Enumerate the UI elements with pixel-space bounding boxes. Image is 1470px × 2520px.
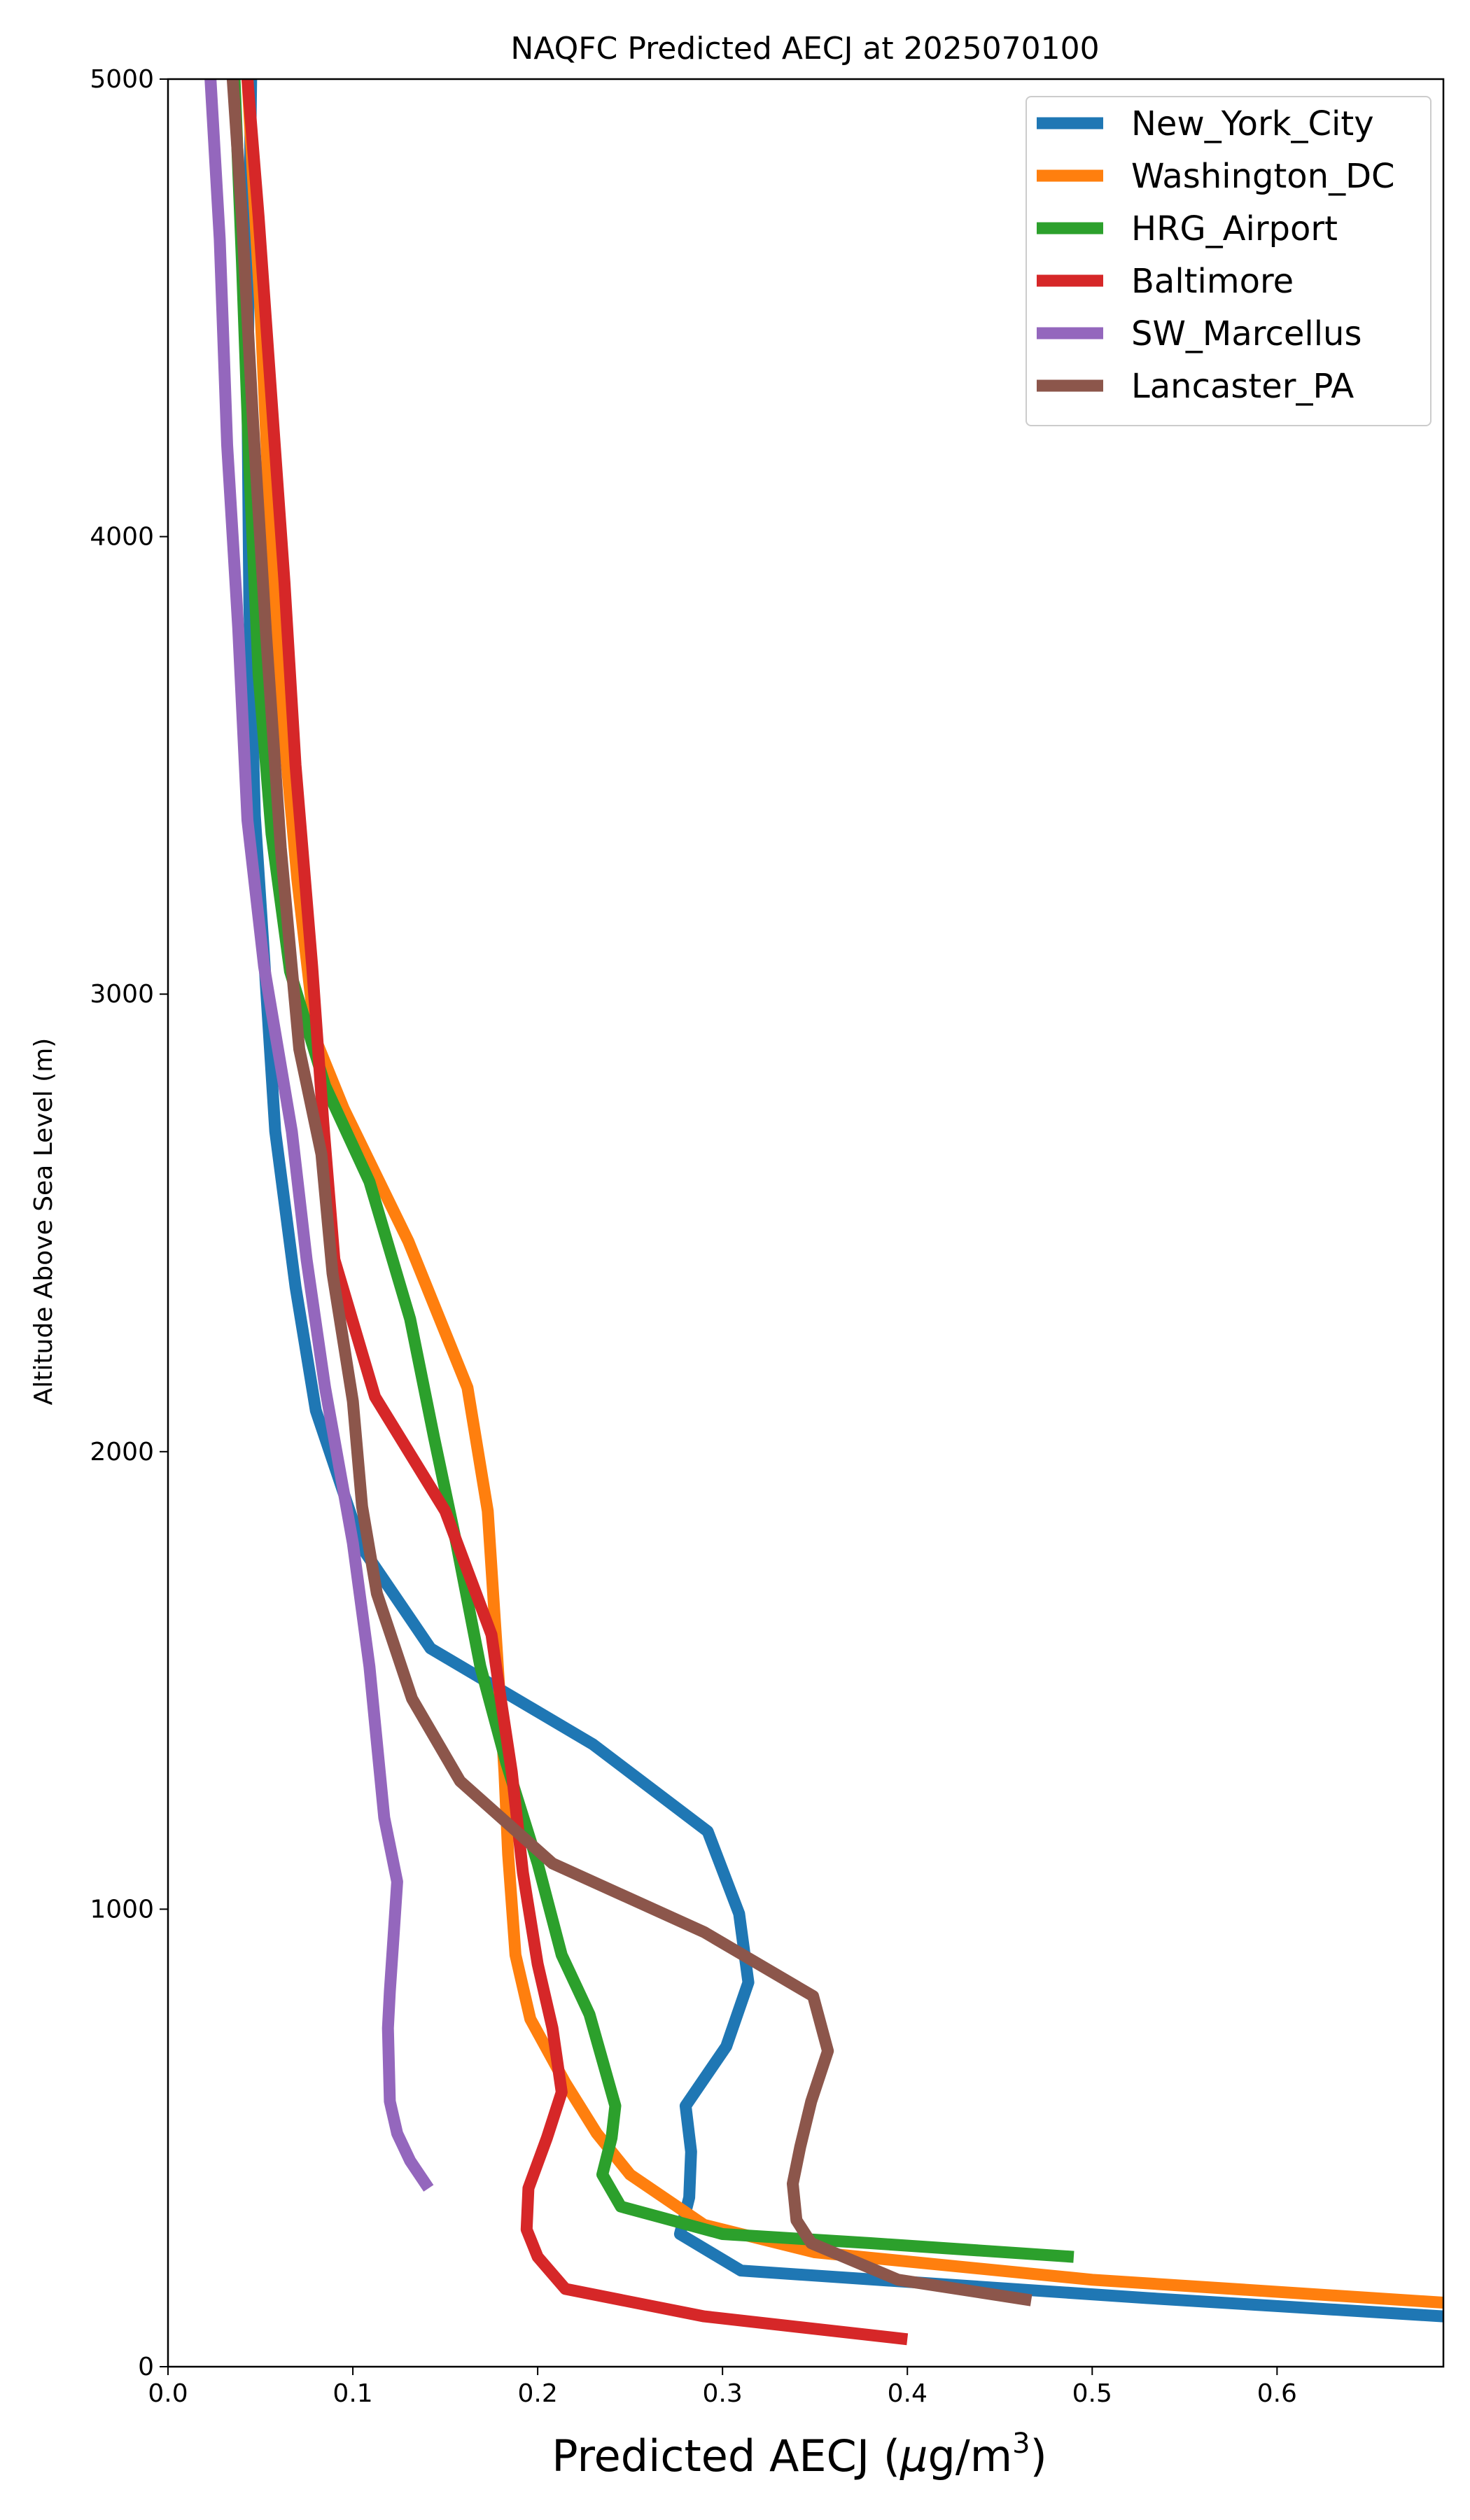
legend-label-2: HRG_Airport — [1131, 209, 1338, 248]
legend: New_York_City Washington_DC HRG_Airport Bal… — [1026, 96, 1432, 426]
x-axis-label-superscript: 3 — [1012, 2428, 1030, 2460]
y-axis: 0 1000 2000 3000 4000 5000 — [90, 65, 168, 2381]
y-tick-label: 1000 — [90, 1895, 154, 1924]
legend-label-5: Lancaster_PA — [1131, 367, 1354, 406]
plot-frame — [167, 78, 1445, 2368]
series-line-2 — [228, 78, 1074, 2263]
y-tick-label: 2000 — [90, 1438, 154, 1466]
series-line-5 — [226, 78, 1032, 2306]
y-tick-label: 5000 — [90, 65, 154, 94]
x-tick-label: 0.2 — [517, 2379, 557, 2408]
legend-label-1: Washington_DC — [1131, 157, 1395, 196]
x-axis-label-suffix: ) — [1030, 2430, 1047, 2482]
x-axis-label-prefix: Predicted AECJ ( — [552, 2430, 900, 2482]
chart-title: NAQFC Predicted AECJ at 2025070100 — [510, 31, 1099, 66]
x-tick-label: 0.0 — [148, 2379, 188, 2408]
x-tick-label: 0.5 — [1072, 2379, 1112, 2408]
x-tick-label: 0.1 — [332, 2379, 372, 2408]
legend-label-0: New_York_City — [1131, 104, 1374, 144]
series-lines — [204, 78, 1444, 2346]
legend-label-4: SW_Marcellus — [1131, 314, 1362, 354]
y-tick-label: 3000 — [90, 980, 154, 1009]
y-axis-label: Altitude Above Sea Level (m) — [29, 1038, 58, 1406]
x-tick-label: 0.4 — [888, 2379, 927, 2408]
x-axis-label-mu: μ — [899, 2430, 927, 2482]
legend-label-3: Baltimore — [1131, 262, 1294, 301]
x-tick-label: 0.3 — [703, 2379, 743, 2408]
series-line-3 — [241, 78, 909, 2346]
series-line-4 — [204, 78, 434, 2192]
y-tick-label: 0 — [138, 2353, 154, 2381]
x-axis: 0.0 0.1 0.2 0.3 0.4 0.5 0.6 — [148, 2367, 1297, 2408]
y-tick-label: 4000 — [90, 523, 154, 552]
x-axis-label: Predicted AECJ (μg/m3) — [552, 2428, 1047, 2482]
legend-box — [1026, 96, 1432, 426]
x-axis-label-unit: g/m — [927, 2430, 1012, 2482]
x-tick-label: 0.6 — [1257, 2379, 1297, 2408]
